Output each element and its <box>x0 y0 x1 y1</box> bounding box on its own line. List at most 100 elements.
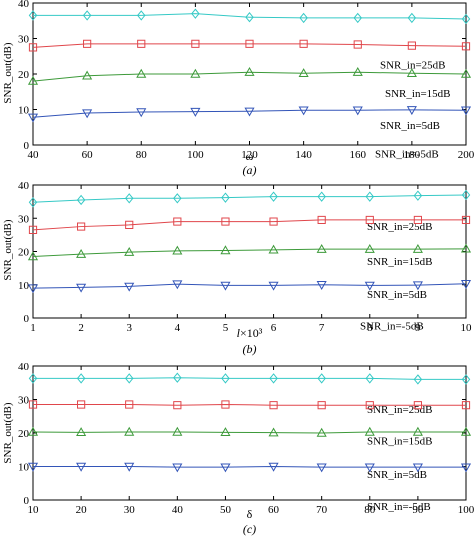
y-tick-label: 0 <box>24 140 30 152</box>
series-label: SNR_in=25dB <box>367 221 433 233</box>
data-point <box>77 400 86 409</box>
series-label: SNR_in=5dB <box>367 469 427 481</box>
series-label: SNR_in=-5dB <box>367 501 431 513</box>
data-point <box>124 426 135 436</box>
data-point <box>269 217 278 226</box>
data-point <box>365 373 375 384</box>
data-point <box>317 215 326 225</box>
x-tick-label: 3 <box>126 322 132 334</box>
data-point <box>268 281 279 291</box>
panel-b: 1 2 3 4 5 6 7 8 9 10 0 10 20 30 40 l×10³ (b) SNR_out(dB) S… <box>2 180 472 356</box>
data-point <box>461 374 471 385</box>
data-point <box>268 427 279 437</box>
data-point <box>413 401 422 410</box>
data-point <box>412 243 423 253</box>
series-snr-in-5db: SNR_in=-5dB <box>27 106 472 160</box>
data-point <box>83 39 92 48</box>
data-point <box>413 374 423 385</box>
data-point <box>461 215 471 225</box>
data-point <box>269 373 278 384</box>
series-label: SNR_in=15dB <box>385 88 451 100</box>
y-tick-label: 10 <box>18 280 30 292</box>
data-point <box>28 225 38 234</box>
data-point <box>82 10 92 21</box>
y-axis-label: SNR_out(dB) <box>2 42 14 103</box>
series-line <box>33 404 466 406</box>
series-label: SNR_in=-5dB <box>375 148 439 160</box>
data-point <box>461 401 471 410</box>
data-point <box>76 248 87 258</box>
x-tick-label: 4 <box>175 322 181 334</box>
x-tick-label: 80 <box>136 149 148 161</box>
data-point <box>191 39 200 48</box>
data-point <box>221 400 230 409</box>
x-tick-label: 50 <box>220 504 232 516</box>
data-point <box>27 462 39 472</box>
x-tick-label: 200 <box>458 149 474 161</box>
data-point <box>461 42 471 51</box>
y-tick-label: 0 <box>24 495 30 507</box>
data-point <box>316 463 327 473</box>
x-tick-label: 30 <box>124 504 136 516</box>
data-point <box>124 282 135 292</box>
x-tick-label: 10 <box>28 504 40 516</box>
data-point <box>461 13 471 25</box>
series-snr-in-25db: SNR_in=25dB <box>28 372 471 416</box>
data-point <box>27 113 39 123</box>
series-line <box>32 431 466 434</box>
data-point <box>28 373 38 384</box>
data-point <box>136 68 147 78</box>
data-point <box>407 41 416 50</box>
series-line <box>33 465 466 468</box>
x-tick-label: 60 <box>268 504 280 516</box>
data-point <box>28 43 38 52</box>
data-point <box>28 197 38 208</box>
data-point <box>27 75 39 85</box>
data-point <box>407 12 417 24</box>
data-point <box>27 426 39 436</box>
data-point <box>77 222 86 231</box>
data-point <box>173 193 182 204</box>
data-point <box>124 373 134 384</box>
data-point <box>298 68 309 77</box>
series-label: SNR_in=25dB <box>380 60 446 72</box>
data-point <box>460 68 472 78</box>
y-tick-label: 40 <box>18 361 30 373</box>
data-point <box>317 401 326 410</box>
data-point <box>353 40 362 49</box>
data-point <box>364 281 375 291</box>
series-snr-in-15db: SNR_in=15dB <box>28 39 471 100</box>
data-point <box>220 427 231 437</box>
series-snr-in-5db: SNR_in=5dB <box>27 67 472 132</box>
data-point <box>406 68 417 77</box>
data-point <box>352 67 363 76</box>
y-tick-label: 20 <box>18 428 30 440</box>
series-line <box>32 43 467 48</box>
data-point <box>413 190 423 201</box>
data-point <box>365 191 375 202</box>
series-snr-in-15db: SNR_in=15dB <box>28 215 471 268</box>
x-tick-label: 100 <box>458 504 474 516</box>
data-point <box>124 246 135 256</box>
data-point <box>299 39 308 48</box>
x-tick-label: 70 <box>316 504 328 516</box>
data-point <box>221 373 230 384</box>
data-point <box>460 243 472 253</box>
data-point <box>136 108 147 118</box>
series-snr-in-5db: SNR_in=-5dB <box>27 462 472 513</box>
data-point <box>82 109 93 119</box>
x-tick-label: 2 <box>78 322 84 334</box>
data-point <box>364 463 375 473</box>
panel-a: 40 60 80 100 120 140 160 180 200 0 10 20 30 40 ω(a) SNR… <box>2 0 474 177</box>
y-axis-label: SNR_out(dB) <box>2 219 14 280</box>
data-point <box>28 400 38 409</box>
data-point <box>220 463 231 473</box>
x-tick-label: 5 <box>223 322 229 334</box>
y-tick-label: 30 <box>18 395 30 407</box>
series-line <box>32 248 467 257</box>
x-tick-label: 6 <box>271 322 277 334</box>
data-point <box>460 463 472 473</box>
data-point <box>28 10 38 21</box>
x-tick-label: 8 <box>367 322 373 334</box>
x-tick-label: 140 <box>295 149 312 161</box>
